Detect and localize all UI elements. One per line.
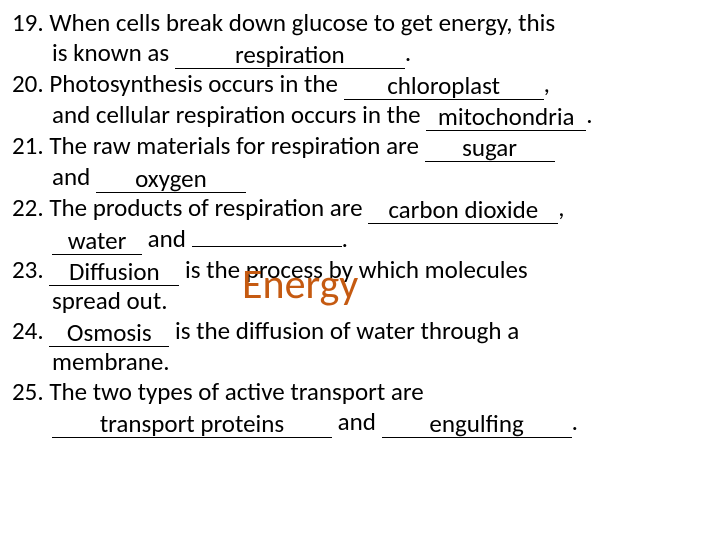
q-text: spread out. (12, 285, 168, 316)
blank-transport-proteins: transport proteins (52, 407, 332, 438)
blank-mitochondria: mitochondria (426, 100, 586, 131)
q-num: 21. (12, 130, 44, 161)
q-text: and (12, 161, 90, 192)
blank-oxygen: oxygen (96, 162, 246, 193)
blank-engulfing: engulfing (382, 407, 572, 438)
q-num: 22. (12, 192, 44, 223)
blank-chloroplast: chloroplast (344, 69, 544, 100)
q-text: . (342, 223, 348, 254)
q-text: , (544, 68, 550, 99)
q-num: 19. (12, 7, 44, 38)
q-text: and cellular respiration occurs in the (12, 99, 421, 130)
q-num: 25. (12, 376, 44, 407)
q-text: is known as (12, 37, 169, 68)
question-24: 24. Osmosis is the diffusion of water th… (12, 316, 708, 377)
question-22: 22. The products of respiration are carb… (12, 193, 708, 255)
blank-osmosis: Osmosis (49, 316, 169, 347)
question-20: 20. Photosynthesis occurs in the chlorop… (12, 69, 708, 131)
q-text: . (572, 406, 578, 437)
q-num: 24. (12, 315, 44, 346)
energy-overlay: Energy (242, 260, 358, 310)
q-text: and (338, 406, 376, 437)
question-21: 21. The raw materials for respiration ar… (12, 131, 708, 193)
q-num: 20. (12, 68, 44, 99)
q-text: When cells break down glucose to get ene… (49, 7, 555, 38)
q-text: . (586, 99, 592, 130)
q-text: , (558, 192, 564, 223)
q-text: and (148, 223, 186, 254)
blank-energy (192, 246, 342, 247)
question-19: 19. When cells break down glucose to get… (12, 8, 708, 69)
q-text: The raw materials for respiration are (49, 130, 419, 161)
blank-water: water (52, 224, 142, 255)
blank-sugar: sugar (425, 131, 555, 162)
q-text: is the diffusion of water through a (175, 315, 519, 346)
q-text: The two types of active transport are (49, 376, 423, 407)
blank-diffusion: Diffusion (49, 255, 179, 286)
blank-respiration: respiration (175, 38, 405, 69)
q-text: The products of respiration are (49, 192, 362, 223)
blank-carbon-dioxide: carbon dioxide (368, 193, 558, 224)
q-text: . (405, 37, 411, 68)
q-text: membrane. (12, 346, 170, 377)
q-text: Photosynthesis occurs in the (49, 68, 338, 99)
q-num: 23. (12, 254, 44, 285)
question-23: 23. Diffusion is the process by which mo… (12, 255, 708, 316)
question-25: 25. The two types of active transport ar… (12, 377, 708, 438)
